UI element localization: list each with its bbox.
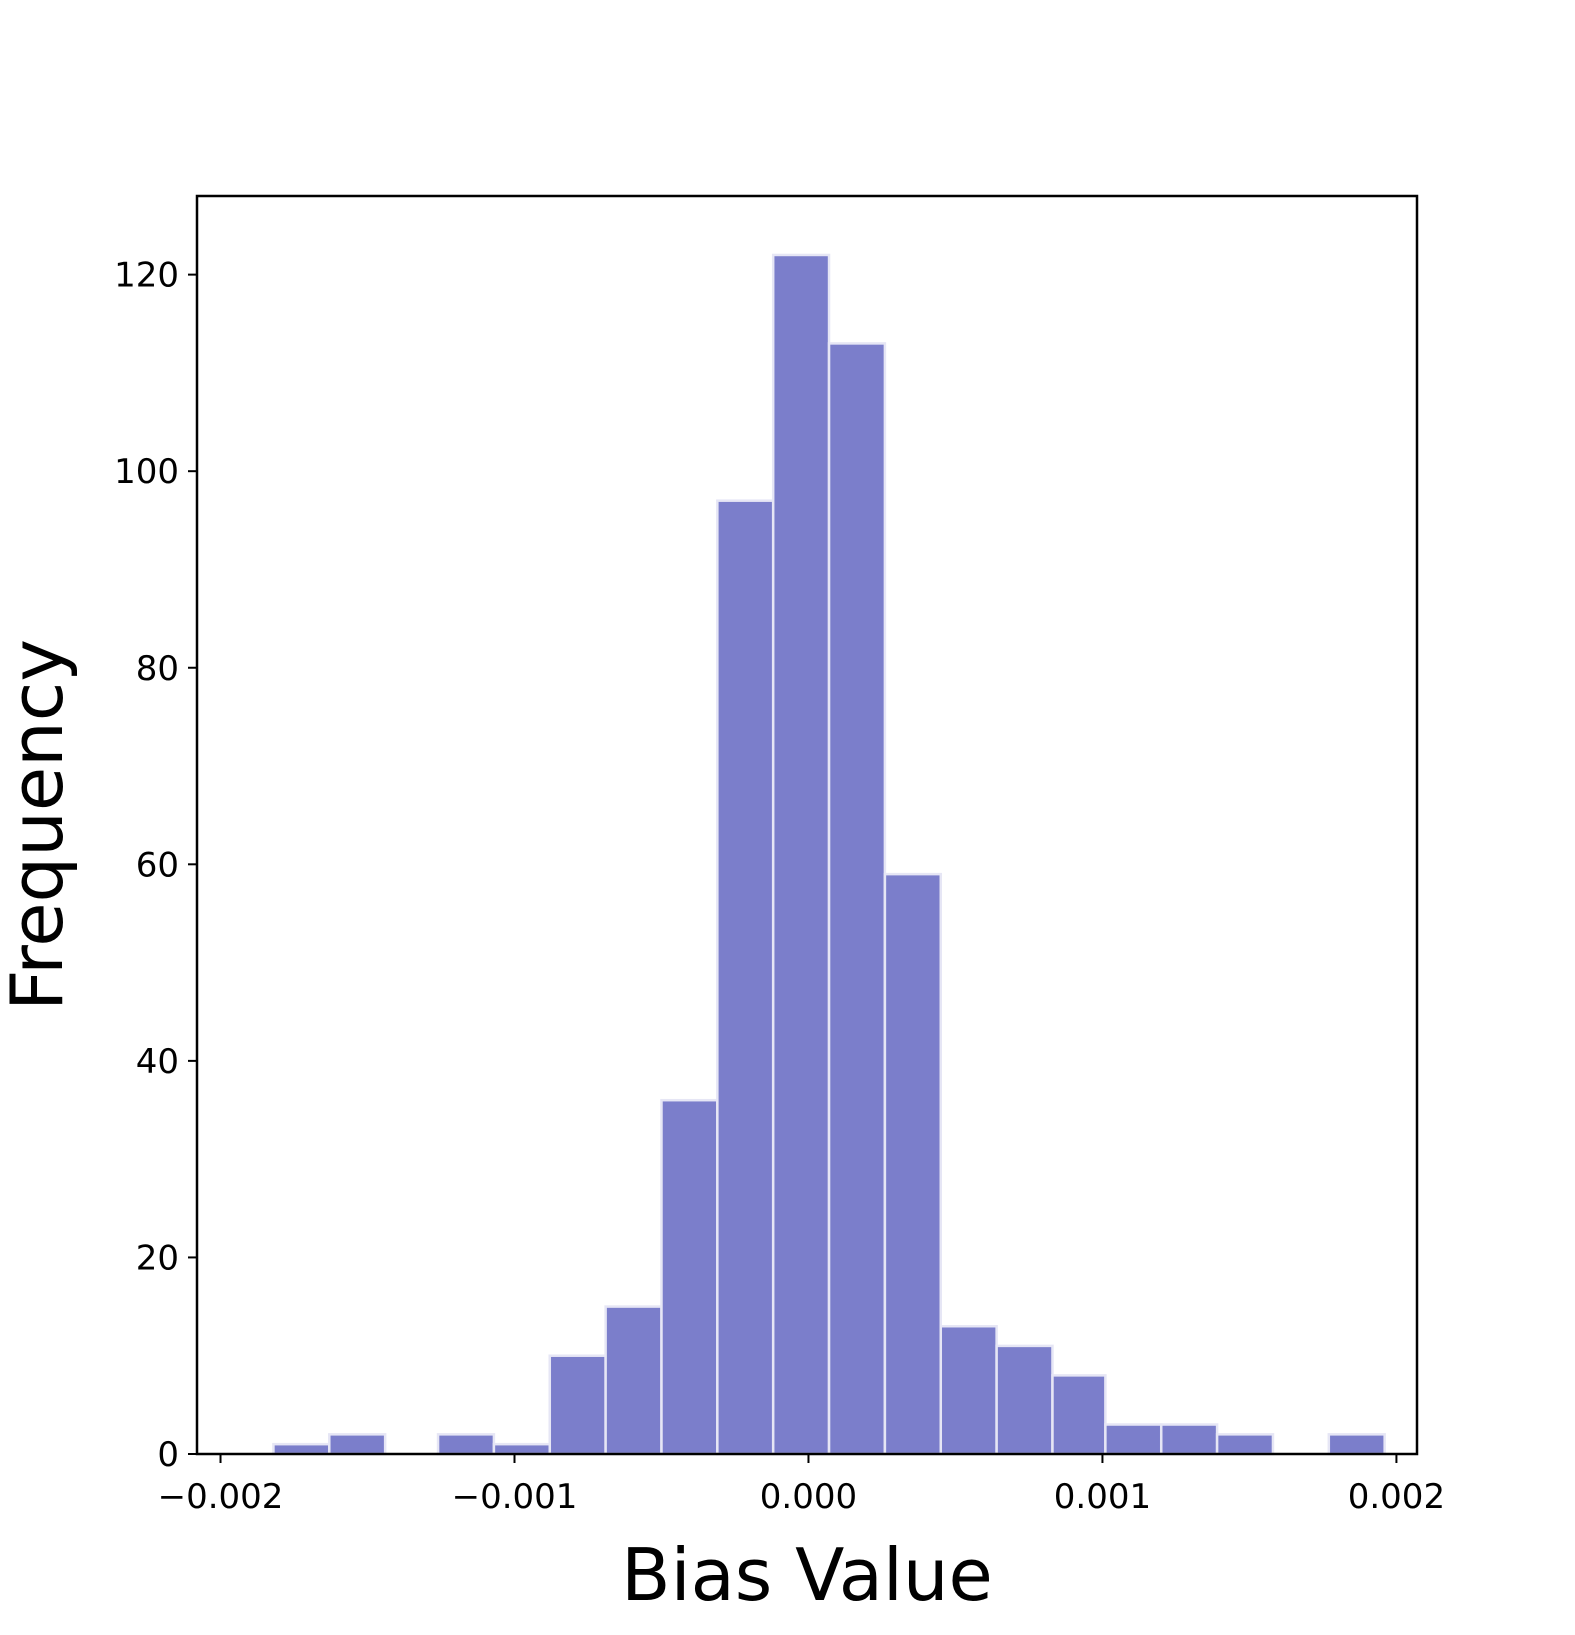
ticks-layer: −0.002 −0.001 0.000 0.001 0.002 0 20 40 60 80 100 1…: [114, 256, 1445, 1517]
histogram-bar: [660, 1098, 719, 1456]
histogram-bar: [328, 1433, 387, 1456]
histogram-bar: [827, 342, 887, 1456]
histogram-bar: [939, 1324, 998, 1456]
histogram-bar: [995, 1344, 1054, 1456]
x-tick-label: 0.002: [1348, 1477, 1445, 1517]
y-axis-title: Frequency: [0, 639, 79, 1011]
histogram-bar: [883, 872, 943, 1456]
y-tick-label: 40: [136, 1042, 179, 1082]
bars-layer: [272, 253, 1386, 1456]
y-tick-label: 0: [157, 1435, 179, 1475]
x-tick-label: 0.000: [760, 1477, 857, 1517]
histogram-bar: [1051, 1374, 1107, 1456]
x-tick-label: 0.001: [1054, 1477, 1151, 1517]
histogram-bar: [604, 1305, 663, 1456]
x-axis-title: Bias Value: [621, 1533, 993, 1617]
histogram-bar: [716, 499, 775, 1456]
histogram-bar: [1327, 1433, 1386, 1456]
y-tick-label: 20: [136, 1238, 179, 1278]
x-tick-label: −0.002: [158, 1477, 284, 1517]
y-tick-label: 100: [114, 452, 179, 492]
x-tick-label: −0.001: [452, 1477, 578, 1517]
y-tick-label: 80: [136, 649, 179, 689]
histogram-bar: [1215, 1433, 1275, 1456]
histogram-bar: [272, 1442, 331, 1456]
histogram-bar: [1159, 1423, 1219, 1456]
y-tick-label: 60: [136, 845, 179, 885]
histogram-bar: [436, 1433, 496, 1456]
y-tick-label: 120: [114, 256, 179, 296]
plot-frame: [195, 194, 1419, 1456]
histogram-bar: [771, 253, 831, 1456]
histogram-bar: [492, 1442, 552, 1456]
histogram-bar: [1104, 1423, 1163, 1456]
histogram-bar: [548, 1354, 607, 1456]
